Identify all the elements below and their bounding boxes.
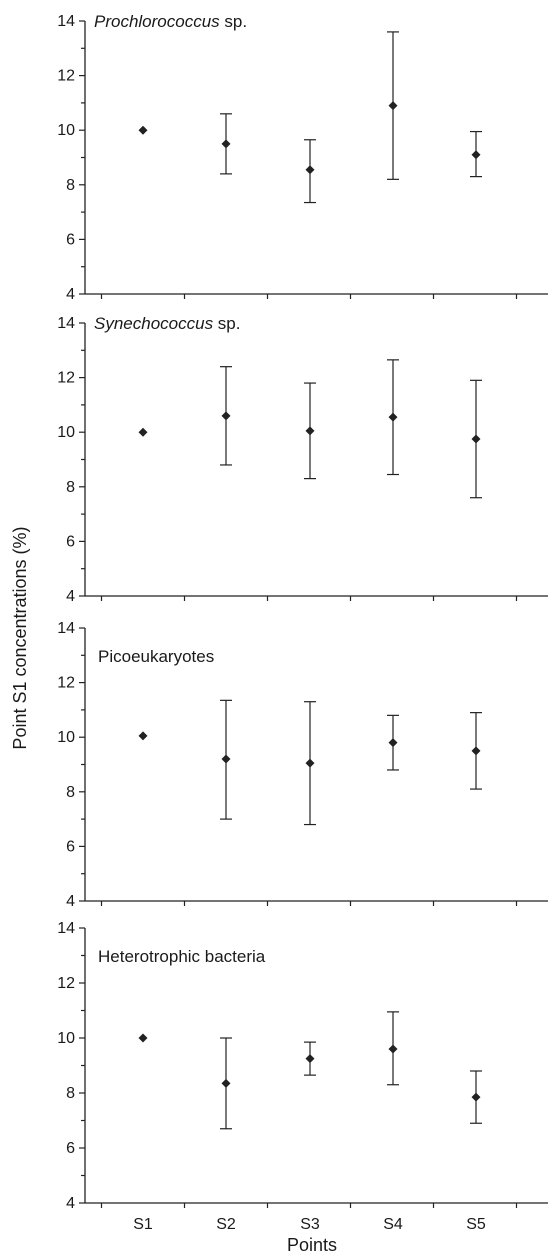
panel-title-text: sp. xyxy=(220,12,247,31)
y-tick-label: 6 xyxy=(66,533,75,550)
data-point-s3 xyxy=(304,701,316,826)
x-tick-label: S5 xyxy=(466,1216,486,1233)
panel-title-italic: Prochlorococcus xyxy=(94,12,220,31)
y-axis-title: Point S1 concentrations (%) xyxy=(10,526,30,749)
data-marker xyxy=(138,427,148,437)
y-tick-label: 14 xyxy=(57,620,75,637)
data-marker xyxy=(138,125,148,135)
data-marker xyxy=(138,1033,148,1043)
chart-panels: 4 6 8 10 12 14 Prochlorococcus sp. 4 6 8 10 12 14 Syn… xyxy=(57,12,548,1233)
data-marker xyxy=(388,1044,398,1054)
panel-title-text: Heterotrophic bacteria xyxy=(98,947,266,966)
data-marker xyxy=(471,434,481,444)
x-tick-label: S3 xyxy=(300,1216,320,1233)
y-tick-label: 12 xyxy=(57,68,75,85)
data-point-s5 xyxy=(470,130,482,178)
data-marker xyxy=(138,731,148,741)
data-point-s2 xyxy=(220,1037,232,1130)
data-marker xyxy=(388,412,398,422)
data-marker xyxy=(221,1078,231,1088)
data-point-s3 xyxy=(304,139,316,204)
y-tick-label: 10 xyxy=(57,1030,75,1047)
data-point-s5 xyxy=(470,379,482,499)
data-marker xyxy=(221,754,231,764)
y-tick-label: 14 xyxy=(57,315,75,332)
data-point-s3 xyxy=(304,382,316,480)
data-point-s1 xyxy=(138,125,148,135)
y-tick-label: 14 xyxy=(57,13,75,30)
data-point-s1 xyxy=(138,427,148,437)
data-point-s5 xyxy=(470,1070,482,1124)
y-tick-label: 8 xyxy=(66,784,75,801)
y-tick-label: 6 xyxy=(66,1140,75,1157)
data-point-s4 xyxy=(387,714,399,771)
y-tick-label: 4 xyxy=(66,1195,75,1212)
y-tick-label: 12 xyxy=(57,675,75,692)
data-point-s4 xyxy=(387,1011,399,1086)
data-point-s1 xyxy=(138,1033,148,1043)
chart-panel-4: 4 6 8 10 12 14 S1 S2 S3 S4 S5 Heterotrophic bacteri… xyxy=(57,920,548,1233)
x-tick-label: S2 xyxy=(216,1216,236,1233)
data-point-s4 xyxy=(387,359,399,476)
y-tick-label: 8 xyxy=(66,479,75,496)
y-tick-label: 4 xyxy=(66,893,75,910)
data-marker xyxy=(471,746,481,756)
data-point-s2 xyxy=(220,699,232,820)
data-marker xyxy=(305,1054,315,1064)
panel-title-text: sp. xyxy=(213,314,240,333)
y-tick-label: 4 xyxy=(66,588,75,605)
data-marker xyxy=(388,101,398,111)
data-point-s2 xyxy=(220,366,232,466)
y-tick-label: 10 xyxy=(57,729,75,746)
panel-title: Prochlorococcus sp. xyxy=(94,12,247,31)
y-tick-label: 14 xyxy=(57,920,75,937)
data-marker xyxy=(305,165,315,175)
data-point-s4 xyxy=(387,31,399,180)
y-tick-label: 10 xyxy=(57,424,75,441)
chart-panel-1: 4 6 8 10 12 14 Prochlorococcus sp. xyxy=(57,12,548,303)
y-tick-label: 12 xyxy=(57,975,75,992)
data-point-s5 xyxy=(470,712,482,790)
y-tick-label: 8 xyxy=(66,1085,75,1102)
data-marker xyxy=(221,411,231,421)
data-point-s1 xyxy=(138,731,148,741)
x-tick-label: S1 xyxy=(133,1216,153,1233)
data-marker xyxy=(388,738,398,748)
panel-title: Heterotrophic bacteria xyxy=(98,947,266,966)
chart-panel-2: 4 6 8 10 12 14 Synechococcus sp. xyxy=(57,314,548,605)
y-tick-label: 6 xyxy=(66,231,75,248)
x-axis-title: Points xyxy=(287,1235,337,1255)
y-tick-label: 12 xyxy=(57,370,75,387)
y-tick-label: 6 xyxy=(66,838,75,855)
y-tick-label: 4 xyxy=(66,286,75,303)
data-marker xyxy=(471,1092,481,1102)
panel-title: Synechococcus sp. xyxy=(94,314,240,333)
data-marker xyxy=(471,150,481,160)
data-marker xyxy=(305,758,315,768)
chart-panel-3: 4 6 8 10 12 14 Picoeukaryotes xyxy=(57,620,548,910)
y-tick-label: 10 xyxy=(57,122,75,139)
data-point-s3 xyxy=(304,1041,316,1076)
panel-title-italic: Synechococcus xyxy=(94,314,214,333)
data-marker xyxy=(221,139,231,149)
panel-title: Picoeukaryotes xyxy=(98,647,214,666)
panel-title-text: Picoeukaryotes xyxy=(98,647,214,666)
data-marker xyxy=(305,426,315,436)
data-point-s2 xyxy=(220,113,232,175)
y-tick-label: 8 xyxy=(66,177,75,194)
x-tick-label: S4 xyxy=(383,1216,403,1233)
